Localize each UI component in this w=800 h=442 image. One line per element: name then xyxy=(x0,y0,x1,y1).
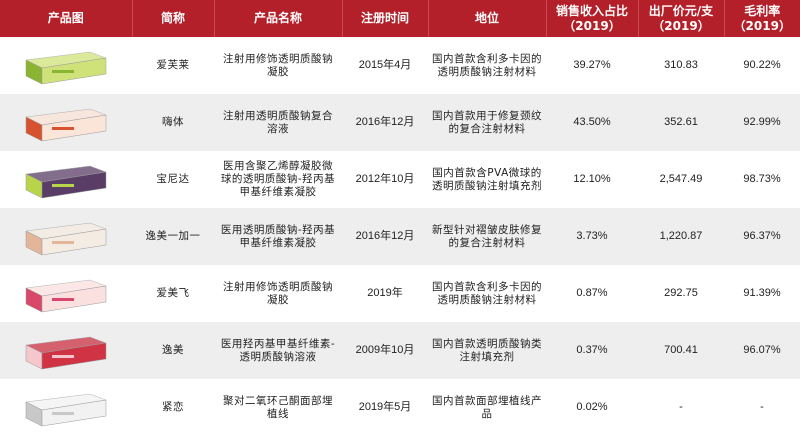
product-name-cell: 聚对二氧环己酮面部埋植线 xyxy=(214,379,342,436)
short-name-cell: 爱美飞 xyxy=(132,265,214,322)
margin-cell: 90.22% xyxy=(724,37,800,94)
table-header: 产品图 简称 产品名称 注册时间 地位 销售收入占比（2019） 出厂价元/支（… xyxy=(0,0,800,37)
revenue-share-cell: 0.37% xyxy=(546,322,638,379)
product-box-image xyxy=(25,279,107,312)
reg-time-cell: 2016年12月 xyxy=(342,94,428,151)
reg-time-cell: 2015年4月 xyxy=(342,37,428,94)
short-name-cell: 逸美一加一 xyxy=(132,208,214,265)
short-name-cell: 宝尼达 xyxy=(132,151,214,208)
price-cell: 2,547.49 xyxy=(638,151,724,208)
reg-time-cell: 2016年12月 xyxy=(342,208,428,265)
price-cell: 1,220.87 xyxy=(638,208,724,265)
header-image: 产品图 xyxy=(0,0,133,37)
revenue-share-cell: 43.50% xyxy=(546,94,638,151)
product-box-image xyxy=(25,336,107,369)
header-margin: 毛利率（2019） xyxy=(724,0,800,37)
product-image-cell xyxy=(0,379,132,436)
product-name-cell: 医用透明质酸钠-羟丙基甲基纤维素凝胶 xyxy=(214,208,342,265)
position-cell: 国内首款含利多卡因的透明质酸钠注射材料 xyxy=(428,37,546,94)
product-image-cell xyxy=(0,94,132,151)
margin-cell: 98.73% xyxy=(724,151,800,208)
position-cell: 国内首款用于修复颈纹的复合注射材料 xyxy=(428,94,546,151)
short-name-cell: 逸美 xyxy=(132,322,214,379)
table-row: 嗨体 注射用透明质酸钠复合溶液 2016年12月 国内首款用于修复颈纹的复合注射… xyxy=(0,94,800,151)
product-box-image xyxy=(25,51,107,84)
margin-cell: 92.99% xyxy=(724,94,800,151)
position-cell: 国内首款透明质酸钠类注射填充剂 xyxy=(428,322,546,379)
product-box-image xyxy=(25,165,107,198)
table-row: 逸美 医用羟丙基甲基纤维素-透明质酸钠溶液 2009年10月 国内首款透明质酸钠… xyxy=(0,322,800,379)
product-name-cell: 医用羟丙基甲基纤维素-透明质酸钠溶液 xyxy=(214,322,342,379)
price-cell: 352.61 xyxy=(638,94,724,151)
header-reg-time: 注册时间 xyxy=(342,0,429,37)
header-product-name: 产品名称 xyxy=(214,0,343,37)
product-image-cell xyxy=(0,208,132,265)
table-row: 爱芙莱 注射用修饰透明质酸钠凝胶 2015年4月 国内首款含利多卡因的透明质酸钠… xyxy=(0,37,800,94)
revenue-share-cell: 0.87% xyxy=(546,265,638,322)
revenue-share-cell: 39.27% xyxy=(546,37,638,94)
table-row: 逸美一加一 医用透明质酸钠-羟丙基甲基纤维素凝胶 2016年12月 新型针对褶皱… xyxy=(0,208,800,265)
reg-time-cell: 2009年10月 xyxy=(342,322,428,379)
product-name-cell: 注射用透明质酸钠复合溶液 xyxy=(214,94,342,151)
margin-cell: 96.07% xyxy=(724,322,800,379)
product-box-image xyxy=(25,108,107,141)
revenue-share-cell: 12.10% xyxy=(546,151,638,208)
product-name-cell: 注射用修饰透明质酸钠凝胶 xyxy=(214,265,342,322)
table-row: 爱美飞 注射用修饰透明质酸钠凝胶 2019年 国内首款含利多卡因的透明质酸钠注射… xyxy=(0,265,800,322)
position-cell: 国内首款含PVA微球的透明质酸钠注射填充剂 xyxy=(428,151,546,208)
margin-cell: 91.39% xyxy=(724,265,800,322)
position-cell: 国内首款含利多卡因的透明质酸钠注射材料 xyxy=(428,265,546,322)
product-name-cell: 注射用修饰透明质酸钠凝胶 xyxy=(214,37,342,94)
margin-cell: - xyxy=(724,379,800,436)
product-image-cell xyxy=(0,151,132,208)
product-name-cell: 医用含聚乙烯醇凝胶微球的透明质酸钠-羟丙基甲基纤维素凝胶 xyxy=(214,151,342,208)
header-price: 出厂价元/支（2019） xyxy=(638,0,725,37)
header-short-name: 简称 xyxy=(132,0,215,37)
reg-time-cell: 2012年10月 xyxy=(342,151,428,208)
short-name-cell: 紧恋 xyxy=(132,379,214,436)
product-box-image xyxy=(25,393,107,426)
table-row: 宝尼达 医用含聚乙烯醇凝胶微球的透明质酸钠-羟丙基甲基纤维素凝胶 2012年10… xyxy=(0,151,800,208)
margin-cell: 96.37% xyxy=(724,208,800,265)
header-revenue-share: 销售收入占比（2019） xyxy=(546,0,639,37)
product-image-cell xyxy=(0,322,132,379)
product-image-cell xyxy=(0,37,132,94)
table-row: 紧恋 聚对二氧环己酮面部埋植线 2019年5月 国内首款面部埋植线产品 0.02… xyxy=(0,379,800,436)
product-image-cell xyxy=(0,265,132,322)
short-name-cell: 嗨体 xyxy=(132,94,214,151)
price-cell: 700.41 xyxy=(638,322,724,379)
position-cell: 新型针对褶皱皮肤修复的复合注射材料 xyxy=(428,208,546,265)
short-name-cell: 爱芙莱 xyxy=(132,37,214,94)
revenue-share-cell: 0.02% xyxy=(546,379,638,436)
price-cell: 292.75 xyxy=(638,265,724,322)
table-body: 爱芙莱 注射用修饰透明质酸钠凝胶 2015年4月 国内首款含利多卡因的透明质酸钠… xyxy=(0,37,800,436)
position-cell: 国内首款面部埋植线产品 xyxy=(428,379,546,436)
header-position: 地位 xyxy=(428,0,547,37)
price-cell: 310.83 xyxy=(638,37,724,94)
product-box-image xyxy=(25,222,107,255)
reg-time-cell: 2019年5月 xyxy=(342,379,428,436)
revenue-share-cell: 3.73% xyxy=(546,208,638,265)
reg-time-cell: 2019年 xyxy=(342,265,428,322)
price-cell: - xyxy=(638,379,724,436)
